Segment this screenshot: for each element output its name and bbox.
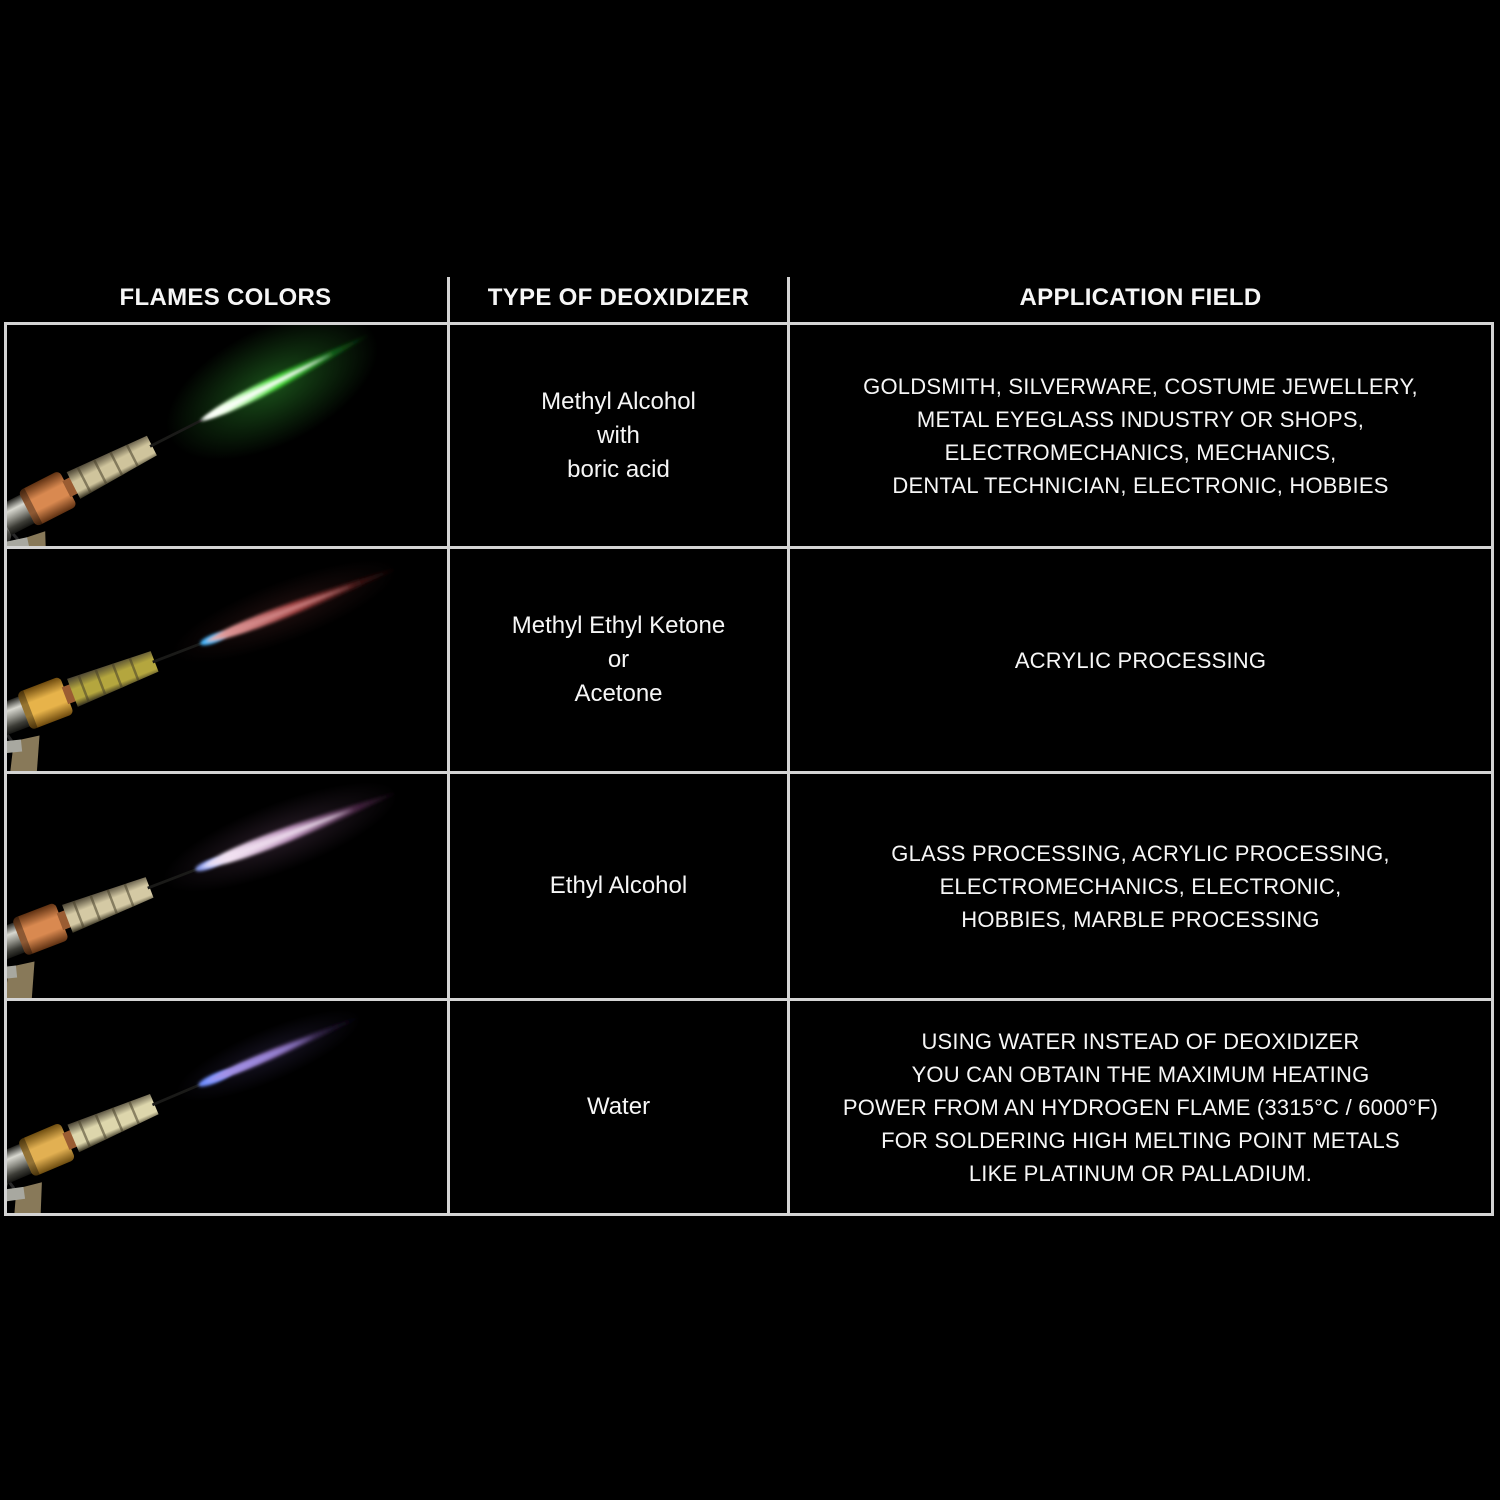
torch-tube (62, 475, 82, 498)
flame-core (205, 808, 355, 866)
torch-photo (7, 1009, 365, 1213)
torch-clamp-lower (7, 965, 18, 980)
torch-nut (13, 903, 68, 955)
torch-nozzle-tape (62, 877, 154, 933)
torch-strap (8, 1182, 42, 1213)
table-border-right (1491, 322, 1494, 1216)
torch-strap (7, 735, 40, 771)
row-divider-2 (4, 771, 1494, 774)
application-cell-row-3: GLASS PROCESSING, ACRYLIC PROCESSING, EL… (790, 774, 1491, 998)
deoxidizer-cell-row-3: Ethyl Alcohol (450, 774, 787, 998)
torch-strap (7, 961, 35, 998)
application-cell-row-4: USING WATER INSTEAD OF DEOXIDIZER YOU CA… (790, 1001, 1491, 1213)
deoxidizer-cell-row-4: Water (450, 1001, 787, 1213)
torch-nozzle-tape (67, 651, 159, 707)
flame-core (201, 352, 334, 421)
table-border-top (4, 322, 1494, 325)
deoxidizer-text: Methyl Alcohol with boric acid (541, 387, 696, 483)
application-text: GLASS PROCESSING, ACRYLIC PROCESSING, EL… (891, 840, 1390, 932)
deoxidizer-text: Water (586, 1093, 651, 1120)
flame-photo-cell-row-2 (7, 549, 447, 771)
application-text: GOLDSMITH, SILVERWARE, COSTUME JEWELLERY… (863, 373, 1418, 498)
torch-clamp-lower (7, 739, 23, 754)
torch-needle (151, 1080, 207, 1107)
deoxidizer-cell-row-1: Methyl Alcohol with boric acid (450, 325, 787, 546)
column-header-application-field: APPLICATION FIELD (1019, 284, 1262, 311)
flame-core (218, 584, 355, 637)
torch-nut (19, 1123, 75, 1176)
torch-photo (7, 325, 378, 546)
torch-photo (7, 560, 402, 771)
deoxidizer-cell-row-2: Methyl Ethyl Ketone or Acetone (450, 549, 787, 771)
flame-photo-cell-row-3 (7, 774, 447, 998)
tape-ridges (77, 1101, 140, 1148)
tape-ridges (72, 883, 135, 929)
tape-ridges (76, 444, 139, 494)
torch-nut-edge (17, 1137, 40, 1178)
torch-nut-edge (16, 690, 38, 731)
torch-nut (18, 677, 73, 729)
application-cell-row-2: ACRYLIC PROCESSING (790, 549, 1491, 771)
torch-nozzle-tape (66, 435, 157, 499)
column-header-flames-colors: FLAMES COLORS (119, 284, 332, 311)
flame-photo-cell-row-4 (7, 1001, 447, 1213)
flame-glow (166, 325, 378, 460)
flame-photo-cell-row-1 (7, 325, 447, 546)
deoxidizer-text: Methyl Ethyl Ketone or Acetone (511, 612, 726, 707)
torch-nozzle-tape (67, 1093, 159, 1153)
column-header-type-of-deoxidizer: TYPE OF DEOXIDIZER (487, 284, 750, 311)
row-divider-3 (4, 998, 1494, 1001)
torch-needle (149, 418, 203, 448)
torch-photo (7, 782, 401, 998)
torch-clamp-lower (7, 537, 30, 546)
torch-nut-edge (11, 916, 33, 957)
table-border-left (4, 322, 7, 1216)
application-text: ACRYLIC PROCESSING (1014, 647, 1267, 673)
application-text: USING WATER INSTEAD OF DEOXIDIZER YOU CA… (842, 1028, 1439, 1186)
deoxidizer-text: Ethyl Alcohol (549, 872, 688, 899)
application-cell-row-1: GOLDSMITH, SILVERWARE, COSTUME JEWELLERY… (790, 325, 1491, 546)
column-divider-1 (447, 277, 450, 1216)
column-divider-2 (787, 277, 790, 1216)
torch-nut-edge (18, 488, 43, 527)
tape-ridges (77, 657, 140, 703)
row-divider-1 (4, 546, 1494, 549)
torch-clamp-lower (7, 1186, 26, 1202)
torch-needle (152, 639, 208, 664)
torch-nut (19, 472, 76, 526)
flame-core (207, 1036, 315, 1082)
torch-needle (147, 865, 203, 890)
table-border-bottom (4, 1213, 1494, 1216)
